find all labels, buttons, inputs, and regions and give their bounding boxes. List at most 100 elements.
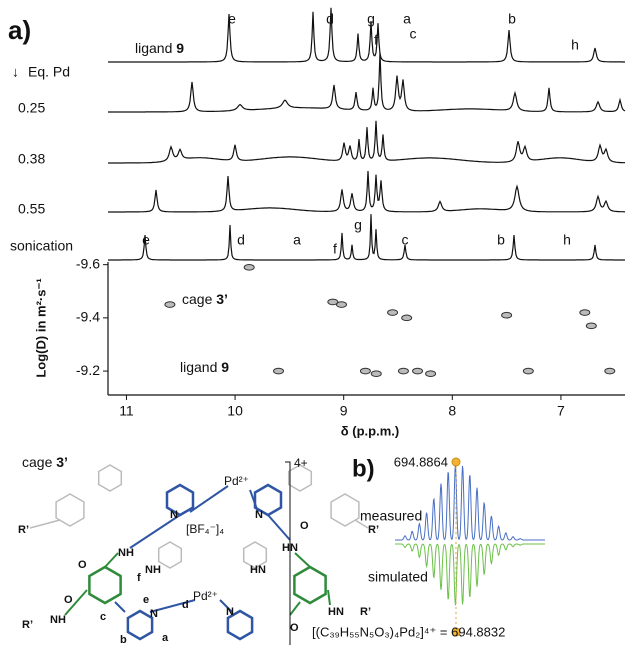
atom-label: O (64, 594, 73, 606)
bracket (285, 461, 291, 650)
atom-label: R’ (368, 524, 379, 536)
series-label: cage 3’ (182, 291, 228, 307)
ring (242, 541, 268, 569)
peak-label: f (333, 241, 337, 257)
row-label: 0.38 (18, 151, 45, 167)
peak-label: f (374, 32, 378, 48)
bond (294, 552, 311, 568)
spot (579, 309, 591, 316)
spot (585, 322, 597, 330)
ring (126, 609, 154, 641)
peak-label: e (142, 232, 150, 248)
y-tick-label: -9.2 (76, 362, 100, 378)
bond (267, 514, 291, 541)
spot (336, 301, 348, 308)
label-text: ligand (180, 359, 217, 375)
spot (401, 314, 413, 322)
peak-label: b (508, 11, 516, 27)
spectrum (108, 120, 625, 164)
spectrum (108, 52, 626, 113)
ring (293, 565, 327, 605)
charge: 4+ (294, 456, 308, 470)
ring (55, 493, 85, 527)
atom-label: N (150, 608, 158, 620)
x-axis-label: δ (p.p.m.) (341, 423, 399, 438)
peak-label: b (497, 232, 505, 248)
label-number: 3’ (216, 291, 228, 307)
spot (243, 264, 255, 271)
trace-label: simulated (368, 569, 428, 585)
peak-label: d (237, 232, 245, 248)
atom-label: d (182, 599, 189, 611)
bond (327, 589, 331, 606)
marker (451, 627, 461, 637)
atom-label: b (120, 634, 127, 645)
peak-label: a (403, 11, 411, 27)
ring (157, 541, 183, 569)
atom-label: e (143, 594, 149, 606)
atom-label: NH (118, 547, 134, 559)
y-axis-label: Log(D) in m²·s⁻¹ (33, 278, 48, 377)
atom-label: O (300, 520, 309, 532)
atom-label: N (255, 509, 263, 521)
row-label: 0.25 (18, 100, 45, 116)
panel-label: b) (352, 455, 375, 482)
row-label: 0.55 (18, 201, 45, 217)
label-text: cage (22, 454, 53, 470)
spot (425, 370, 437, 378)
spot (412, 367, 424, 375)
atom-label: NH (145, 564, 161, 576)
atom-label: R’ (360, 606, 371, 618)
marker (451, 457, 461, 467)
mz-label: 694.8864 (394, 454, 448, 469)
y-tick-label: -9.4 (76, 309, 100, 325)
x-tick-label: 7 (557, 403, 565, 419)
atom-label: N (170, 509, 178, 521)
spot (397, 367, 409, 375)
bond (289, 601, 301, 616)
spectrum (108, 7, 625, 63)
bond (104, 552, 119, 568)
x-tick-label: 10 (227, 403, 243, 419)
atom-label: a (162, 632, 169, 644)
bond (29, 519, 61, 529)
spot (359, 367, 371, 375)
spot (273, 367, 285, 375)
y-tick-label: -9.6 (76, 255, 100, 271)
spot (370, 370, 382, 378)
label-text: cage (182, 291, 213, 307)
spectrum (108, 214, 625, 261)
atom-label: O (78, 559, 87, 571)
counterion: [BF₄⁻]₄ (186, 522, 224, 536)
peak-label: g (367, 11, 375, 27)
spot (164, 301, 176, 308)
x-tick-label: 11 (119, 403, 134, 419)
bond (64, 589, 88, 616)
peak-label: c (402, 232, 409, 248)
peak-label: e (228, 11, 236, 27)
label-text: ligand (135, 40, 172, 56)
bond (249, 489, 259, 513)
metal: Pd²⁺ (193, 589, 218, 603)
spot (522, 367, 534, 375)
atom-label: R’ (22, 619, 33, 631)
bond (189, 485, 229, 513)
label-number: 9 (176, 40, 184, 56)
spot (387, 309, 399, 316)
metal: Pd²⁺ (224, 474, 249, 488)
label-number: 3’ (56, 454, 68, 470)
row-label: sonication (10, 238, 73, 254)
atom-label: NH (50, 614, 66, 626)
label-number: 9 (221, 359, 229, 375)
ring (330, 493, 360, 527)
peak-label: h (571, 37, 579, 53)
ring (97, 464, 123, 492)
atom-label: HN (250, 564, 266, 576)
series-label: ligand 9 (180, 359, 229, 375)
row-header: Eq. Pd (28, 64, 70, 80)
atom-label: N (226, 606, 234, 618)
atom-label: O (290, 622, 299, 634)
peak-label: h (563, 232, 571, 248)
mass-trace (395, 543, 545, 606)
